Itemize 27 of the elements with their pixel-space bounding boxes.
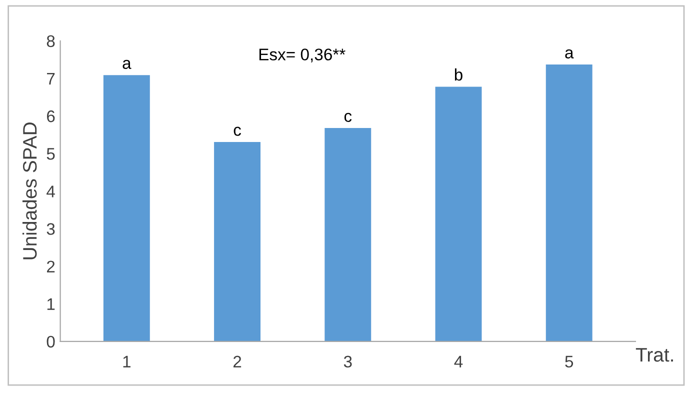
y-tick-label: 5: [46, 148, 55, 160]
y-axis-title: Unidades SPAD: [22, 122, 37, 260]
x-tick-label: 1: [123, 356, 130, 368]
annotation: a: [122, 60, 132, 70]
y-tick-label: 8: [46, 35, 55, 48]
y-tick-label: 1: [47, 298, 55, 310]
y-tick-label: 3: [46, 223, 55, 235]
annotation: c: [344, 112, 352, 122]
x-axis-title: Trat.: [636, 348, 673, 362]
x-tick-label: 4: [454, 356, 463, 368]
y-tick-label: 4: [46, 186, 55, 198]
annotation: c: [234, 126, 241, 136]
x-tick-label: 2: [233, 356, 242, 368]
bar: [324, 128, 372, 342]
bar: [546, 64, 592, 342]
x-tick-label: 3: [344, 356, 352, 368]
y-tick-label: 2: [47, 260, 55, 272]
bar: [214, 142, 260, 342]
annotation: a: [565, 49, 574, 58]
bar: [435, 86, 482, 342]
y-tick-label: 0: [46, 336, 55, 348]
annotation: Esx= 0,36**: [259, 48, 346, 62]
y-tick-label: 7: [47, 73, 55, 84]
x-tick-label: 5: [565, 356, 574, 368]
annotation: b: [454, 68, 462, 81]
y-tick-label: 6: [47, 110, 55, 122]
bar: [103, 75, 150, 342]
